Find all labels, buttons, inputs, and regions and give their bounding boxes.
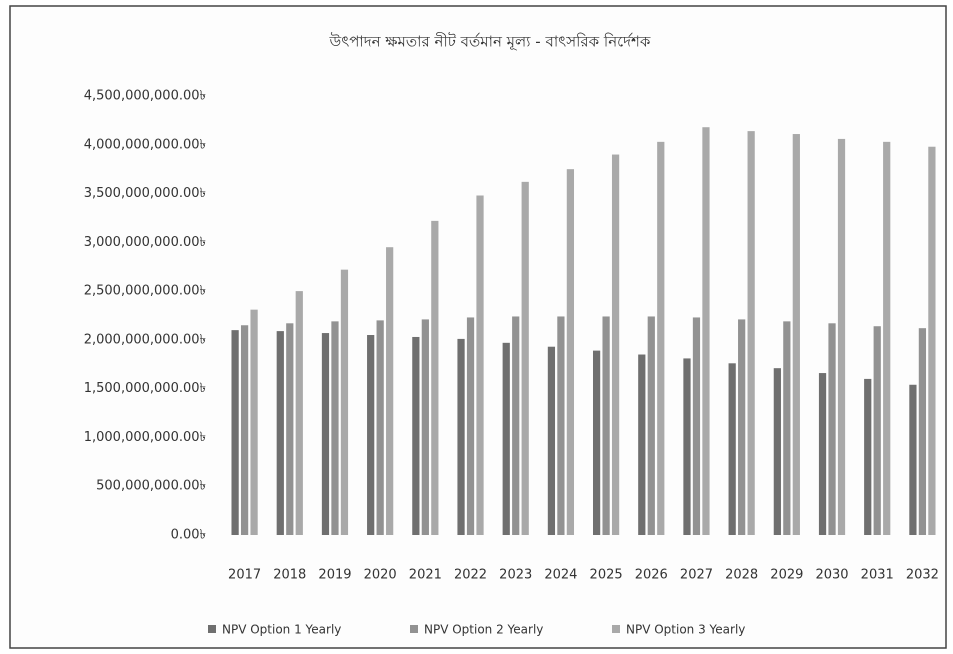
bar <box>837 138 846 535</box>
y-tick-label: 500,000,000.00৳ <box>96 479 206 494</box>
bar <box>240 325 249 535</box>
legend-swatch <box>612 625 620 633</box>
bar <box>295 291 303 535</box>
bar <box>547 346 556 535</box>
bar <box>818 373 827 535</box>
bar <box>421 319 429 535</box>
x-tick-label: 2018 <box>273 568 306 583</box>
bar <box>592 350 601 535</box>
bar <box>286 323 294 535</box>
bar <box>747 131 755 535</box>
bar <box>557 316 565 535</box>
y-tick-label: 4,000,000,000.00৳ <box>84 137 206 152</box>
bar <box>792 134 800 535</box>
bar <box>783 321 791 535</box>
bar <box>566 169 575 535</box>
bar <box>773 368 781 535</box>
bar <box>928 146 936 535</box>
bar <box>276 331 284 535</box>
bar <box>602 316 610 535</box>
bar <box>611 154 620 536</box>
bar <box>683 358 691 535</box>
bar <box>512 316 520 535</box>
legend-label: NPV Option 3 Yearly <box>626 623 745 637</box>
x-tick-label: 2020 <box>364 568 397 583</box>
bar <box>367 335 375 535</box>
x-tick-label: 2030 <box>815 568 848 583</box>
y-tick-label: 1,500,000,000.00৳ <box>84 381 206 396</box>
legend-label: NPV Option 2 Yearly <box>424 623 543 637</box>
x-tick-label: 2019 <box>318 568 351 583</box>
x-tick-label: 2022 <box>454 568 487 583</box>
x-tick-label: 2032 <box>906 568 939 583</box>
bar <box>692 317 701 535</box>
bar <box>502 342 510 535</box>
bar <box>638 354 646 535</box>
bar <box>476 195 484 536</box>
x-tick-label: 2021 <box>409 568 442 583</box>
bar <box>909 384 917 535</box>
y-tick-label: 1,000,000,000.00৳ <box>84 430 206 445</box>
bar <box>340 269 349 535</box>
x-tick-label: 2031 <box>861 568 894 583</box>
bar <box>457 338 465 535</box>
y-tick-label: 3,000,000,000.00৳ <box>84 235 206 250</box>
bar <box>386 247 394 535</box>
x-tick-label: 2017 <box>228 568 261 583</box>
bar <box>657 141 665 535</box>
legend-swatch <box>208 625 216 633</box>
x-tick-label: 2029 <box>770 568 803 583</box>
x-tick-label: 2028 <box>725 568 758 583</box>
y-tick-label: 2,000,000,000.00৳ <box>84 332 206 347</box>
bar <box>521 181 529 536</box>
bar <box>376 320 384 535</box>
y-tick-label: 3,500,000,000.00৳ <box>84 186 206 201</box>
bar <box>728 363 736 535</box>
legend-label: NPV Option 1 Yearly <box>222 623 341 637</box>
bar <box>873 326 881 535</box>
bar <box>828 323 836 535</box>
bar <box>647 316 655 535</box>
bar <box>231 330 239 535</box>
bar <box>738 319 746 535</box>
x-tick-label: 2026 <box>635 568 668 583</box>
x-tick-label: 2025 <box>590 568 623 583</box>
x-tick-label: 2023 <box>499 568 532 583</box>
bar <box>412 336 420 535</box>
bar <box>331 321 339 535</box>
bar <box>918 328 927 535</box>
y-tick-label: 2,500,000,000.00৳ <box>84 284 206 299</box>
x-tick-label: 2027 <box>680 568 713 583</box>
chart-title: উৎপাদন ক্ষমতার নীট বর্তমান মূল্য - বাৎসর… <box>329 33 651 52</box>
bar <box>883 141 891 535</box>
bar <box>321 333 330 535</box>
bar <box>250 309 258 535</box>
x-tick-label: 2024 <box>544 568 577 583</box>
bar <box>864 378 872 535</box>
legend-swatch <box>410 625 418 633</box>
bar <box>431 220 439 536</box>
y-tick-label: 4,500,000,000.00৳ <box>84 89 206 104</box>
bar <box>702 127 710 536</box>
bar <box>466 317 475 535</box>
y-tick-label: 0.00৳ <box>171 528 206 543</box>
